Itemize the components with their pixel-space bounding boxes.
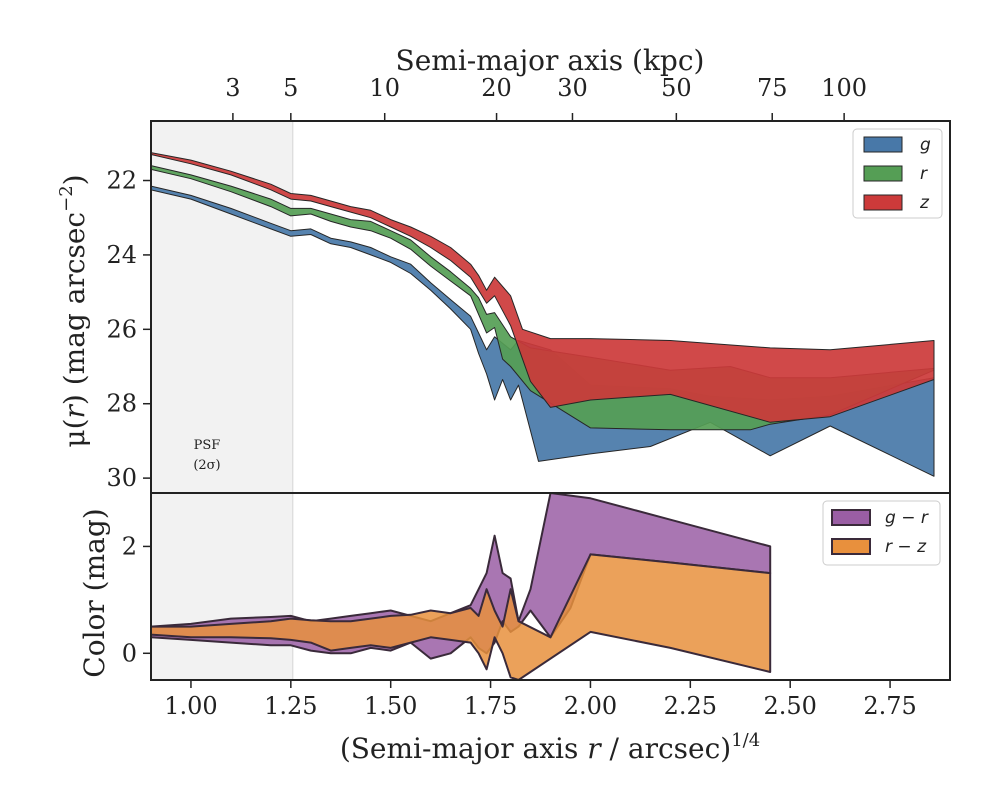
ylabel-prefix: μ(: [58, 418, 91, 447]
top-x-tick-label: 75: [757, 74, 788, 102]
xlabel-var: r: [587, 732, 602, 765]
legend-label-g-r: g − r: [885, 508, 929, 528]
top-y-tick-label: 28: [106, 390, 137, 418]
x-tick-label: 1.75: [464, 692, 517, 720]
x-tick-label: 2.00: [564, 692, 617, 720]
psf-band: [151, 121, 293, 680]
bottom-legend: g − r r − z: [822, 500, 941, 566]
top-x-tick-label: 10: [369, 74, 400, 102]
top-x-tick-label: 100: [821, 74, 867, 102]
ylabel-close: ): [58, 174, 91, 185]
psf-sigma-label: (2σ): [193, 458, 220, 473]
psf-label: PSF: [194, 438, 221, 453]
x-tick-label: 2.75: [863, 692, 916, 720]
legend-swatch-r: [863, 165, 903, 182]
top-y-tick-label: 22: [106, 167, 137, 195]
legend-label-g: g: [920, 135, 931, 155]
top-x-tick-label: 30: [557, 74, 588, 102]
legend-swatch-g-r: [831, 509, 871, 526]
xlabel-prefix: (Semi-major axis: [340, 732, 587, 765]
legend-swatch-r-z: [831, 538, 871, 555]
top-x-tick-label: 50: [661, 74, 692, 102]
top-y-tick-label: 26: [106, 315, 137, 343]
x-tick-label: 2.25: [664, 692, 717, 720]
legend-label-z: z: [919, 193, 930, 213]
ylabel-sup: −2: [56, 185, 77, 212]
legend-swatch-g: [863, 136, 903, 153]
x-tick-label: 2.50: [763, 692, 816, 720]
color-band-r-z: [151, 553, 772, 680]
legend-label-r-z: r − z: [885, 537, 927, 557]
top-x-tick-label: 20: [481, 74, 512, 102]
top-x-tick-label: 3: [225, 74, 240, 102]
bottom-y-tick-label: 2: [122, 532, 137, 560]
band-z: [151, 152, 935, 423]
top-y-axis-label: μ(r) (mag arcsec−2): [56, 174, 91, 447]
bottom-y-tick-label: 0: [122, 639, 137, 667]
top-y-tick-label: 30: [106, 464, 137, 492]
top-x-tick-label: 5: [283, 74, 298, 102]
x-axis-label: (Semi-major axis r / arcsec)1/4: [340, 730, 760, 765]
x-tick-label: 1.00: [164, 692, 217, 720]
bottom-panel-frame: [150, 492, 951, 681]
color-panel: 0 2 1.00 1.25 1.50 1.75 2.00 2.25 2.50 2.75 g − r r…: [122, 492, 951, 720]
top-legend: grz: [852, 128, 943, 219]
xlabel-suffix: / arcsec): [601, 732, 732, 765]
ylabel-suffix: ) (mag arcsec: [58, 212, 91, 405]
x-tick-label: 1.25: [264, 692, 317, 720]
xlabel-sup: 1/4: [731, 730, 760, 751]
x-tick-label: 1.50: [364, 692, 417, 720]
bottom-y-axis-label: Color (mag): [78, 508, 111, 677]
top-y-tick-label: 24: [106, 241, 137, 269]
top-x-axis-label: Semi-major axis (kpc): [396, 44, 705, 77]
ylabel-var: r: [58, 403, 91, 418]
legend-label-r: r: [920, 164, 928, 184]
legend-swatch-z: [863, 194, 903, 211]
